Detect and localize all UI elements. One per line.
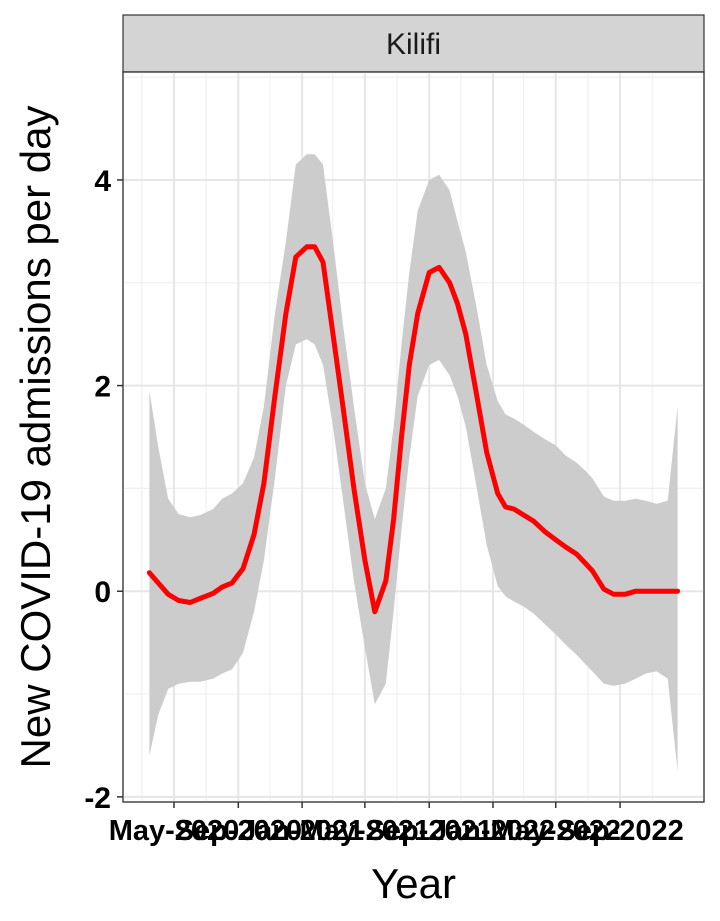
y-tick-label: -2: [84, 782, 111, 815]
x-tick-label: Sep-2021: [366, 815, 493, 847]
x-tick-label: May-2022: [490, 815, 621, 847]
x-tick-label: Sep-2020: [175, 815, 302, 847]
x-tick-label: Jan-2021: [240, 815, 364, 847]
plot-panel-border: [122, 71, 705, 803]
x-tick-label: Jan-2022: [431, 815, 555, 847]
y-axis: -2 0 2 4: [84, 165, 123, 815]
y-tick-label: 2: [94, 371, 111, 404]
y-tick-label: 0: [94, 576, 111, 609]
x-axis: May-2020Sep-2020Jan-2021May-2021Sep-2021…: [109, 802, 684, 847]
x-tick-label: Sep-2022: [556, 815, 683, 847]
y-tick-label: 4: [94, 165, 111, 198]
facet-strip-label: Kilifi: [386, 28, 441, 61]
facet-strip: [122, 14, 705, 73]
trend-line: [146, 244, 681, 615]
confidence-ribbon: [149, 154, 678, 772]
x-axis-title: Year: [371, 860, 456, 907]
x-tick-label: May-2020: [109, 815, 240, 847]
x-tick-label: May-2021: [300, 815, 431, 847]
plot-panel: [122, 71, 705, 803]
y-axis-title: New COVID-19 admissions per day: [12, 106, 59, 769]
